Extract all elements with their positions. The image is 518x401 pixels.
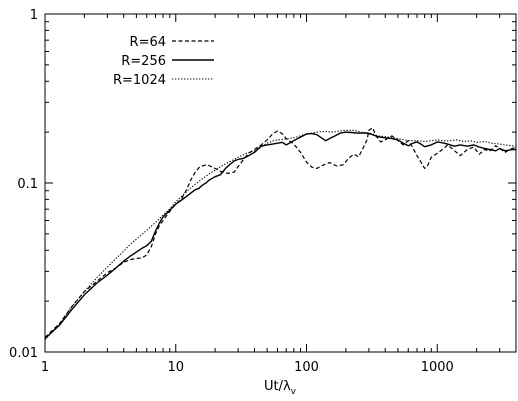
- legend-label: R=64: [130, 35, 166, 50]
- x-axis-title-subscript: v: [291, 387, 297, 397]
- x-tick-label: 1: [41, 360, 49, 375]
- x-tick-label: 100: [294, 360, 319, 375]
- legend-label: R=1024: [113, 73, 166, 88]
- x-tick-label: 10: [167, 360, 184, 375]
- series-line-r-256: [44, 131, 517, 340]
- plot-frame: [44, 13, 517, 353]
- series-group: [44, 127, 517, 341]
- series-line-r-1024: [44, 129, 517, 341]
- x-tick-label: 1000: [421, 360, 454, 375]
- y-tick-label: 1: [30, 8, 38, 23]
- x-axis-title-main: Ut/λ: [264, 379, 291, 394]
- axis-tick-labels: 1 10 100 1000 0.01 0.1 1: [9, 8, 454, 375]
- legend-label: R=256: [121, 54, 166, 69]
- axis-ticks: [44, 13, 517, 353]
- legend: R=64 R=256 R=1024: [113, 35, 214, 88]
- series-line-r-64: [44, 127, 517, 338]
- y-tick-label: 0.1: [17, 177, 38, 192]
- x-axis-title: Ut/λv: [264, 379, 297, 397]
- y-tick-label: 0.01: [9, 346, 38, 361]
